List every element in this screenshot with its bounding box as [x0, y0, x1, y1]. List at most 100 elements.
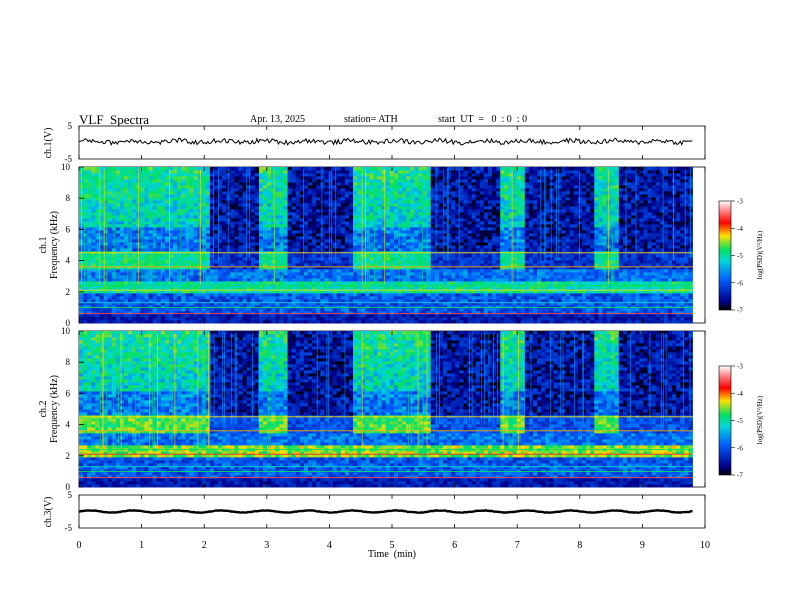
spectrogram-cell: [242, 320, 248, 324]
spectrogram-cell: [258, 167, 264, 171]
spectrogram-cell: [144, 260, 149, 264]
spectrogram-cell: [168, 233, 174, 237]
spectrogram-cell: [402, 317, 407, 321]
spectrogram-cell: [263, 194, 268, 198]
spectrogram-cell: [263, 230, 268, 234]
spectrogram-cell: [353, 197, 358, 201]
spectrogram-cell: [242, 281, 248, 285]
spectrogram-cell: [254, 266, 260, 270]
spectrogram-cell: [336, 170, 342, 174]
spectrogram-cell: [185, 302, 190, 306]
spectrogram-cell: [181, 212, 186, 216]
spectrogram-cell: [115, 320, 121, 324]
spectrogram-cell: [234, 173, 239, 177]
spectrogram-cell: [328, 248, 333, 252]
spectrogram-cell: [295, 275, 301, 279]
spectrogram-cell: [181, 266, 186, 270]
spectrogram-cell: [213, 227, 219, 231]
spectrogram-cell: [91, 266, 96, 270]
spectrogram-cell: [348, 257, 354, 261]
spectrogram-cell: [312, 296, 317, 300]
spectrogram-cell: [434, 320, 440, 324]
spectrogram-cell: [152, 248, 158, 252]
spectrogram-cell: [234, 275, 239, 279]
spectrogram-cell: [263, 185, 268, 189]
spectrogram-cell: [443, 179, 448, 183]
spectrogram-cell: [140, 221, 145, 225]
spectrogram-cell: [344, 317, 350, 321]
spectrogram-cell: [246, 296, 252, 300]
spectrogram-cell: [160, 320, 166, 324]
spectrogram-cell: [291, 239, 297, 243]
spectrogram-cell: [303, 293, 309, 297]
spectrogram-cell: [205, 314, 211, 318]
spectrogram-cell: [218, 197, 223, 201]
spectrogram-cell: [164, 173, 170, 177]
spectrogram-cell: [173, 194, 178, 198]
spectrogram-cell: [238, 278, 243, 282]
spectrogram-cell: [463, 179, 468, 183]
spectrogram-cell: [438, 245, 444, 249]
spectrogram-cell: [250, 191, 256, 195]
spectrogram-cell: [160, 290, 166, 294]
spectrogram-cell: [271, 266, 276, 270]
spectrogram-cell: [451, 269, 456, 273]
spectrogram-cell: [283, 317, 288, 321]
spectrogram-cell: [414, 212, 419, 216]
spectrogram-cell: [254, 296, 260, 300]
spectrogram-cell: [222, 293, 227, 297]
spectrogram-cell: [455, 233, 460, 237]
spectrogram-cell: [369, 257, 374, 261]
spectrogram-cell: [299, 236, 305, 240]
spectrogram-cell: [258, 245, 264, 249]
spectrogram-cell: [254, 200, 260, 204]
spectrogram-cell: [312, 260, 317, 264]
spectrogram-cell: [140, 245, 145, 249]
spectrogram-cell: [340, 215, 346, 219]
spectrogram-cell: [287, 167, 293, 171]
spectrogram-cell: [447, 269, 452, 273]
spectrogram-cell: [406, 170, 411, 174]
spectrogram-cell: [205, 185, 211, 189]
spectrogram-cell: [283, 188, 288, 192]
spectrogram-cell: [234, 182, 239, 186]
spectrogram-cell: [295, 293, 301, 297]
spectrogram-cell: [422, 269, 428, 273]
spectrogram-cell: [299, 248, 305, 252]
spectrogram-cell: [258, 209, 264, 213]
spectrogram-cell: [164, 170, 170, 174]
spectrogram-cell: [385, 182, 391, 186]
spectrogram-cell: [193, 299, 199, 303]
spectrogram-cell: [398, 248, 403, 252]
spectrogram-cell: [238, 224, 243, 228]
spectrogram-cell: [336, 314, 342, 318]
spectrogram-cell: [91, 203, 96, 207]
spectrogram-cell: [250, 314, 256, 318]
spectrogram-cell: [353, 317, 358, 321]
spectrogram-cell: [91, 299, 96, 303]
spectrogram-cell: [434, 308, 440, 312]
spectrogram-cell: [119, 185, 125, 189]
spectrogram-cell: [213, 185, 219, 189]
spectrogram-cell: [430, 209, 436, 213]
spectrogram-cell: [271, 245, 276, 249]
spectrogram-cell: [320, 191, 325, 195]
spectrogram-cell: [123, 314, 129, 318]
spectrogram-cell: [230, 191, 235, 195]
spectrogram-cell: [222, 224, 227, 228]
spectrogram-cell: [222, 239, 227, 243]
spectrogram-cell: [99, 320, 104, 324]
spectrogram-cell: [312, 302, 317, 306]
spectrogram-cell: [238, 227, 243, 231]
spectrogram-cell: [336, 245, 342, 249]
spectrogram-cell: [418, 245, 423, 249]
spectrogram-cell: [197, 257, 203, 261]
spectrogram-cell: [369, 314, 374, 318]
spectrogram-cell: [299, 167, 305, 171]
spectrogram-cell: [426, 254, 432, 258]
spectrogram-cell: [189, 287, 194, 291]
spectrogram-cell: [173, 191, 178, 195]
spectrogram-cell: [357, 227, 362, 231]
spectrogram-cell: [320, 206, 325, 210]
spectrogram-cell: [111, 314, 117, 318]
